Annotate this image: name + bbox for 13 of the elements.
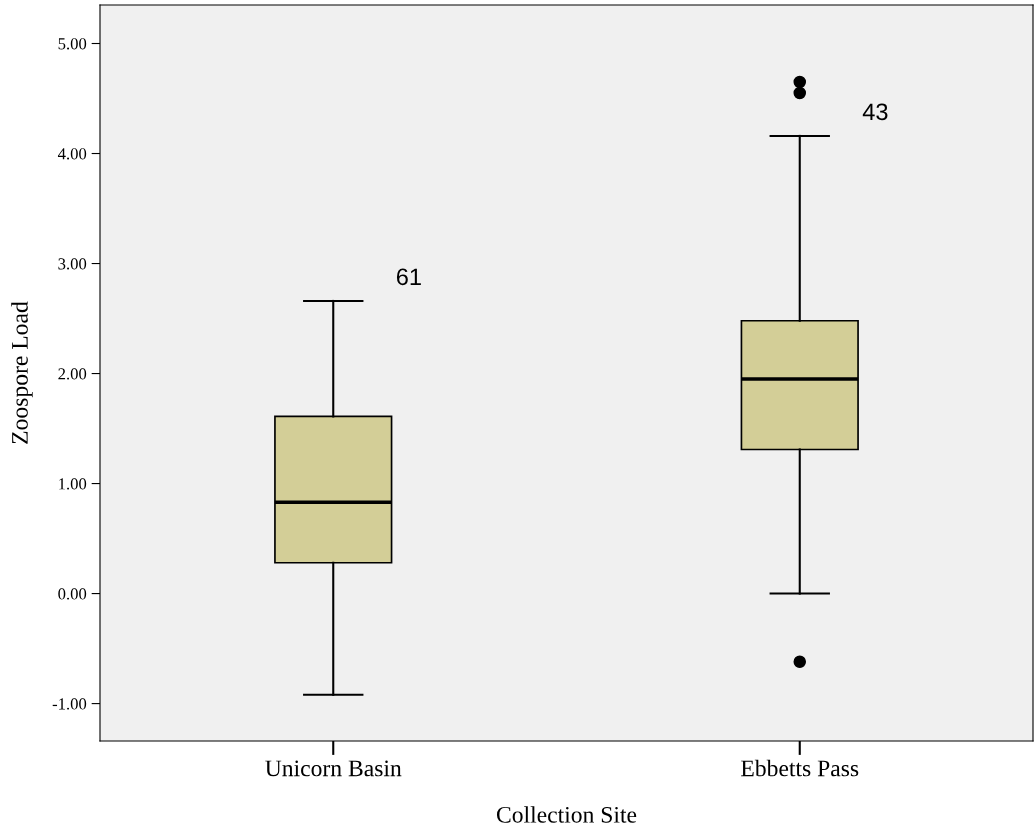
x-tick-label: Ebbetts Pass [741,759,859,777]
annotation: 43 [862,103,888,121]
y-tick-label: 0.00 [58,588,87,600]
annotation: 61 [396,268,421,286]
y-tick-label: 5.00 [58,38,87,50]
x-tick-label: Unicorn Basin [265,760,402,777]
y-tick-label: 3.00 [58,258,87,270]
y-tick-label: 4.00 [57,148,87,160]
y-tick-label: 1.00 [59,478,87,490]
y-axis-title: Zoospore Load [11,301,33,444]
x-axis-title: Collection Site [496,806,637,823]
y-tick-label: 2.00 [58,368,87,380]
y-tick-label: -1.00 [52,698,87,710]
